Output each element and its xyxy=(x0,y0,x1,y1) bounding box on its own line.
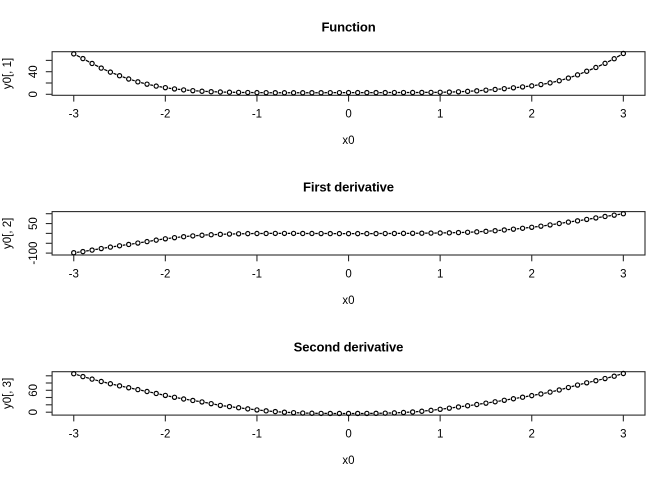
svg-text:1: 1 xyxy=(437,429,443,441)
svg-text:3: 3 xyxy=(620,109,626,121)
svg-text:-2: -2 xyxy=(160,429,170,441)
svg-text:x0: x0 xyxy=(342,295,354,307)
svg-text:3: 3 xyxy=(620,429,626,441)
svg-text:2: 2 xyxy=(529,269,535,281)
svg-text:40: 40 xyxy=(28,65,40,78)
svg-text:y0[, 1]: y0[, 1] xyxy=(2,58,14,89)
svg-text:-100: -100 xyxy=(28,242,40,265)
svg-text:y0[, 2]: y0[, 2] xyxy=(2,218,14,249)
svg-text:x0: x0 xyxy=(342,455,354,467)
svg-text:0: 0 xyxy=(345,269,351,281)
svg-text:-3: -3 xyxy=(69,429,79,441)
svg-text:1: 1 xyxy=(437,269,443,281)
svg-text:y0[, 3]: y0[, 3] xyxy=(2,378,14,409)
svg-text:3: 3 xyxy=(620,269,626,281)
svg-text:-2: -2 xyxy=(160,109,170,121)
svg-text:-1: -1 xyxy=(252,429,262,441)
svg-text:50: 50 xyxy=(28,217,40,230)
svg-text:Second derivative: Second derivative xyxy=(294,339,404,354)
svg-text:0: 0 xyxy=(345,109,351,121)
svg-text:-1: -1 xyxy=(252,269,262,281)
svg-text:Function: Function xyxy=(321,19,375,34)
svg-text:0: 0 xyxy=(28,91,40,97)
svg-text:0: 0 xyxy=(28,409,40,415)
svg-text:First derivative: First derivative xyxy=(303,179,394,194)
svg-text:60: 60 xyxy=(28,384,40,397)
svg-text:-3: -3 xyxy=(69,269,79,281)
svg-text:1: 1 xyxy=(437,109,443,121)
svg-text:0: 0 xyxy=(345,429,351,441)
svg-text:-2: -2 xyxy=(160,269,170,281)
svg-text:2: 2 xyxy=(529,109,535,121)
svg-text:-1: -1 xyxy=(252,109,262,121)
svg-text:-3: -3 xyxy=(69,109,79,121)
svg-text:x0: x0 xyxy=(342,135,354,147)
svg-text:2: 2 xyxy=(529,429,535,441)
